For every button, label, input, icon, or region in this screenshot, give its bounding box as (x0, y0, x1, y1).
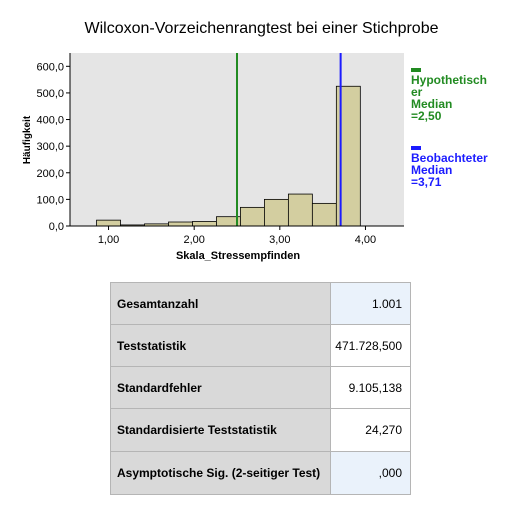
legend-swatch-hypothetical (411, 68, 421, 72)
row-label: Teststatistik (109, 324, 332, 367)
table-row: Asymptotische Sig. (2-seitiger Test) ,00… (109, 451, 411, 495)
table-row: Gesamtanzahl 1.001 (109, 282, 411, 325)
legend-hypothetical-line3: Median (411, 97, 453, 111)
test-summary-table: Gesamtanzahl 1.001 Teststatistik 471.728… (109, 282, 411, 495)
histogram-bar (287, 193, 313, 227)
legend-hypothetical-line1: Hypothetisch (411, 73, 488, 87)
legend-observed-line1: Beobachteter (411, 151, 488, 165)
y-tick-label: 0,0 (49, 221, 64, 233)
x-tick-label: 2,00 (183, 234, 204, 246)
y-tick-label: 100,0 (36, 194, 64, 206)
histogram-bar (240, 206, 265, 227)
x-tick-label: 4,00 (355, 234, 376, 246)
row-label: Gesamtanzahl (109, 282, 332, 325)
histogram-bar (311, 202, 337, 227)
row-value: 1.001 (330, 282, 411, 325)
legend-swatch-observed (411, 146, 421, 150)
legend-hypothetical-median: Hypothetisch er Median =2,50 (411, 68, 487, 122)
legend-observed-line2: Median (411, 163, 453, 177)
table-row: Standardisierte Teststatistik 24,270 (109, 408, 411, 452)
y-tick-label: 500,0 (36, 88, 64, 100)
x-axis-label: Skala_Stressempfinden (176, 250, 300, 262)
row-value: 471.728,500 (330, 324, 411, 367)
table-row: Standardfehler 9.105,138 (109, 366, 411, 409)
legend-hypothetical-line2: er (411, 85, 423, 99)
y-tick-label: 300,0 (36, 141, 64, 153)
row-label: Standardisierte Teststatistik (109, 408, 332, 452)
histogram-bar (96, 219, 121, 227)
row-label: Asymptotische Sig. (2-seitiger Test) (109, 451, 332, 495)
row-label: Standardfehler (109, 366, 332, 409)
histogram-bar (264, 198, 289, 227)
row-value: ,000 (330, 451, 411, 495)
legend-hypothetical-line4: =2,50 (411, 109, 442, 123)
histogram-bar (192, 221, 217, 227)
legend-label-observed: Beobachteter Median =3,71 (411, 152, 488, 188)
x-tick-label: 3,00 (269, 234, 290, 246)
y-tick-label: 200,0 (36, 168, 64, 180)
chart-title: Wilcoxon-Vorzeichenrangtest bei einer St… (84, 20, 439, 37)
row-value: 24,270 (330, 408, 411, 452)
table-row: Teststatistik 471.728,500 (109, 324, 411, 367)
y-axis-label: Häufigkeit (22, 115, 33, 164)
legend-observed-median: Beobachteter Median =3,71 (411, 146, 488, 188)
legend-label-hypothetical: Hypothetisch er Median =2,50 (411, 74, 487, 122)
y-tick-label: 600,0 (36, 61, 64, 73)
y-tick-label: 400,0 (36, 115, 64, 127)
histogram-bar (168, 221, 193, 227)
legend-observed-line3: =3,71 (411, 175, 442, 189)
row-value: 9.105,138 (330, 366, 411, 409)
histogram-chart: 0,0 100,0 200,0 300,0 400,0 500,0 600,0 1,00 2,… (22, 53, 404, 262)
x-tick-label: 1,00 (98, 234, 119, 246)
